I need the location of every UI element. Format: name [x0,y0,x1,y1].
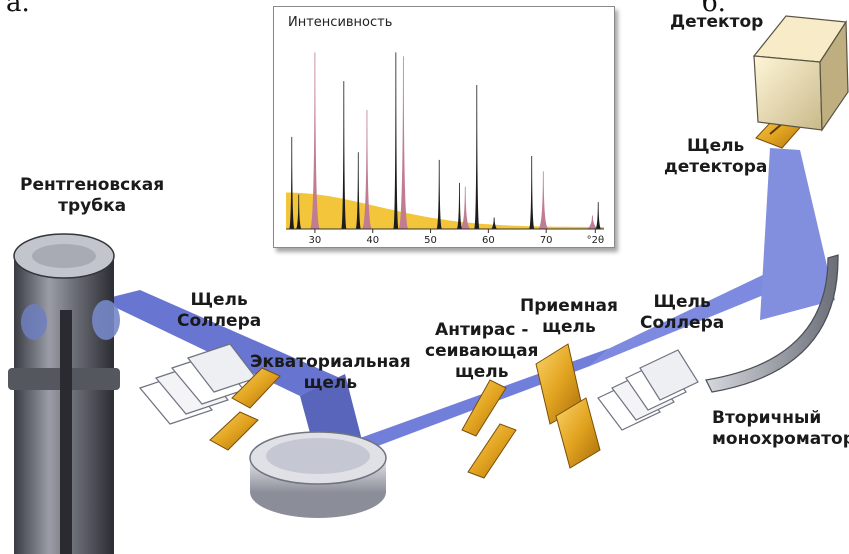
antiscatter-slit [461,379,517,479]
soller-slit-2 [597,349,699,431]
x-tick-label: 60 [482,235,495,246]
diffraction-peak [392,52,399,230]
label-detector-slit: Щель детектора [664,136,768,177]
xray-tube [8,233,120,554]
diffraction-chart: 30 40 50 60 70 °2θ [286,52,604,246]
diffraction-peak [295,194,302,230]
cropped-caption-left: а. [6,0,30,18]
diffraction-peak [595,202,602,230]
diffraction-peak [528,156,535,230]
secondary-monochromator [705,254,839,393]
diffraction-peak [340,81,347,230]
diffraction-pattern-inset: Интенсивность 30 40 50 60 70 °2θ [273,6,615,248]
diffraction-peak [459,186,471,230]
label-xray-tube: Рентгеновская трубка [20,175,165,216]
x-tick-label: 30 [309,235,322,246]
diffraction-peak [491,217,498,230]
sample-holder [249,431,387,518]
receiving-slit [535,343,601,469]
diffraction-peak [436,159,443,230]
label-soller-slit-1: Щель Соллера [177,290,262,331]
cropped-caption-right: б. [702,0,726,18]
x-tick-label: °2θ [587,235,604,246]
x-tick-label: 70 [540,235,553,246]
soller-slit-1 [138,343,257,425]
label-soller-slit-2: Щель Соллера [640,292,725,333]
diffraction-peak [586,215,598,230]
diffraction-peak [288,136,295,230]
x-tick-label: 40 [366,235,379,246]
diffraction-peak [456,182,463,230]
detector-box [752,15,849,132]
label-antiscatter-slit: Антирас - сеивающая щель [425,320,539,382]
diffraction-peak [537,171,549,230]
diffraction-peak [361,109,373,230]
diffraction-peak [309,52,321,230]
label-receiving-slit: Приемная щель [520,296,618,337]
diffraction-peak [397,56,409,230]
x-tick-label: 50 [424,235,437,246]
diffraction-peak [355,152,362,230]
label-equatorial-slit: Экваториальная щель [250,352,411,393]
label-secondary-monochromator: Вторичный монохроматор [712,408,849,449]
chart-y-label: Интенсивность [288,15,393,30]
amorphous-background [286,192,604,229]
equatorial-slit [209,367,281,451]
diffraction-peak [473,84,480,230]
label-detector: Детектор [670,12,764,32]
